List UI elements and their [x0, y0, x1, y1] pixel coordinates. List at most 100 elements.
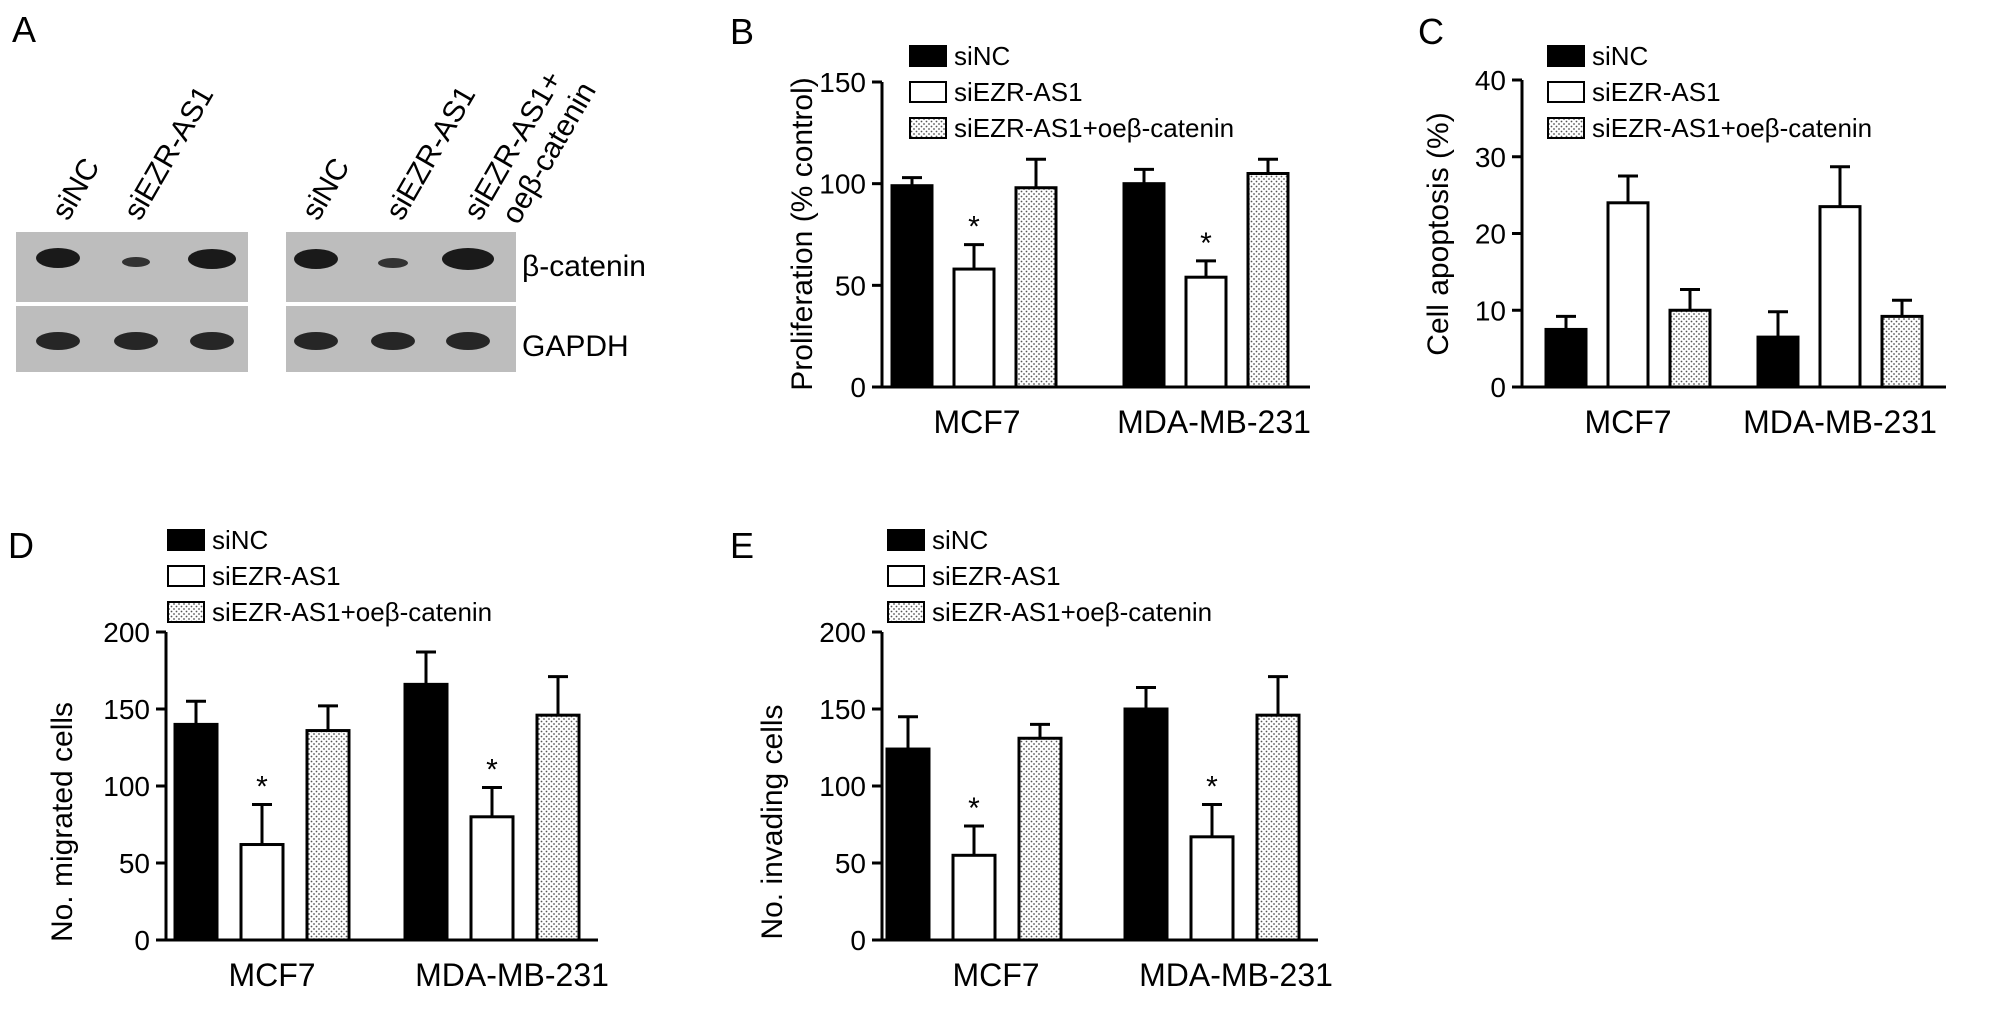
y-tick-label: 30	[1475, 142, 1506, 173]
x-category-label: MDA-MB-231	[1117, 404, 1311, 440]
y-tick-label: 100	[819, 771, 866, 802]
bar	[239, 843, 285, 942]
panel-a-blot: A siNC siEZR-AS1 siNC siEZR-AS1 siEZR-AS…	[12, 9, 646, 372]
panel-b-legend: siNC siEZR-AS1 siEZR-AS1+oeβ-catenin	[909, 41, 1234, 143]
legend-swatch-siezr	[167, 565, 205, 587]
significance-star: *	[1206, 770, 1218, 803]
legend-label-oe: siEZR-AS1+oeβ-catenin	[1592, 113, 1872, 143]
panel-a-label: A	[12, 9, 36, 50]
panel-d-ylabel: No. migrated cells	[46, 702, 79, 942]
bar	[1880, 314, 1924, 389]
significance-star: *	[486, 754, 498, 787]
panel-d-legend: siNC siEZR-AS1 siEZR-AS1+oeβ-catenin	[167, 525, 492, 627]
band-gapdh-r2	[371, 332, 415, 350]
bar	[952, 267, 996, 389]
significance-star: *	[256, 770, 268, 803]
y-tick-label: 20	[1475, 219, 1506, 250]
bar	[951, 853, 997, 942]
band-gapdh-l1	[36, 332, 80, 350]
band-bcat-l1	[36, 248, 80, 268]
legend-swatch-siezr	[887, 565, 925, 587]
x-category-label: MCF7	[933, 404, 1020, 440]
y-tick-label: 40	[1475, 65, 1506, 96]
bar	[535, 713, 581, 942]
legend-label-oe: siEZR-AS1+oeβ-catenin	[212, 597, 492, 627]
band-bcat-r2	[378, 258, 408, 268]
x-category-label: MDA-MB-231	[415, 957, 609, 993]
legend-swatch-sinc	[167, 529, 205, 551]
bar	[403, 682, 449, 942]
y-tick-label: 150	[819, 694, 866, 725]
legend-label-sinc: siNC	[932, 525, 988, 555]
bar	[1606, 201, 1650, 389]
panel-c-legend: siNC siEZR-AS1 siEZR-AS1+oeβ-catenin	[1547, 41, 1872, 143]
panel-e-ylabel: No. invading cells	[756, 704, 789, 939]
x-category-label: MCF7	[228, 957, 315, 993]
lane-label-left-2: siEZR-AS1	[117, 81, 220, 226]
legend-swatch-sinc	[887, 529, 925, 551]
legend-label-siezr: siEZR-AS1	[212, 561, 341, 591]
y-tick-label: 50	[835, 270, 866, 301]
blot-row-label-beta-catenin: β-catenin	[522, 250, 646, 283]
significance-star: *	[1200, 227, 1212, 260]
x-category-label: MCF7	[1584, 404, 1671, 440]
panel-e-chart: E No. invading cells siNC siEZR-AS1 siEZ…	[730, 525, 1333, 993]
bar	[1017, 736, 1063, 942]
legend-label-siezr: siEZR-AS1	[954, 77, 1083, 107]
band-gapdh-l3	[190, 332, 234, 350]
legend-label-sinc: siNC	[1592, 41, 1648, 71]
lane-label-left-1: siNC	[45, 153, 106, 226]
y-tick-label: 150	[819, 67, 866, 98]
y-tick-label: 0	[134, 925, 150, 956]
bar	[1122, 182, 1166, 389]
bar	[1544, 327, 1588, 389]
panel-e-label: E	[730, 525, 754, 566]
legend-label-sinc: siNC	[954, 41, 1010, 71]
significance-star: *	[968, 211, 980, 244]
band-bcat-r3	[442, 248, 494, 270]
panel-e-legend: siNC siEZR-AS1 siEZR-AS1+oeβ-catenin	[887, 525, 1212, 627]
legend-label-siezr: siEZR-AS1	[932, 561, 1061, 591]
bar	[1184, 275, 1228, 389]
bar	[1668, 308, 1712, 389]
legend-swatch-oe	[909, 117, 947, 139]
legend-label-oe: siEZR-AS1+oeβ-catenin	[932, 597, 1212, 627]
bar	[1255, 713, 1301, 942]
legend-label-oe: siEZR-AS1+oeβ-catenin	[954, 113, 1234, 143]
bar	[469, 815, 515, 942]
panel-b-label: B	[730, 11, 754, 52]
panel-d-label: D	[8, 525, 34, 566]
bar	[1189, 835, 1235, 942]
y-tick-label: 100	[819, 169, 866, 200]
bar	[305, 729, 351, 942]
panel-c-chart: C Cell apoptosis (%) siNC siEZR-AS1 siEZ…	[1418, 11, 1946, 440]
y-tick-label: 0	[850, 372, 866, 403]
panel-b-ylabel: Proliferation (% control)	[786, 77, 819, 390]
legend-swatch-oe	[167, 601, 205, 623]
x-category-label: MCF7	[952, 957, 1039, 993]
bar	[1014, 186, 1058, 389]
panel-c-ylabel: Cell apoptosis (%)	[1422, 112, 1455, 355]
band-bcat-l3	[188, 249, 236, 269]
legend-swatch-siezr	[1547, 81, 1585, 103]
bar	[173, 722, 219, 942]
y-tick-label: 150	[103, 694, 150, 725]
panel-b-chart: B Proliferation (% control) siNC siEZR-A…	[730, 11, 1311, 440]
bar	[885, 747, 931, 942]
blot-row-label-gapdh: GAPDH	[522, 330, 629, 363]
bar	[1246, 172, 1290, 389]
bar	[1756, 335, 1800, 389]
band-bcat-l2	[122, 257, 150, 267]
band-bcat-r1	[294, 249, 338, 269]
legend-swatch-siezr	[909, 81, 947, 103]
band-gapdh-r3	[446, 332, 490, 350]
lane-label-right-1: siNC	[295, 153, 356, 226]
y-tick-label: 50	[119, 848, 150, 879]
panel-c-label: C	[1418, 11, 1444, 52]
y-tick-label: 100	[103, 771, 150, 802]
x-category-label: MDA-MB-231	[1139, 957, 1333, 993]
y-tick-label: 50	[835, 848, 866, 879]
legend-swatch-sinc	[1547, 45, 1585, 67]
y-tick-label: 200	[819, 617, 866, 648]
